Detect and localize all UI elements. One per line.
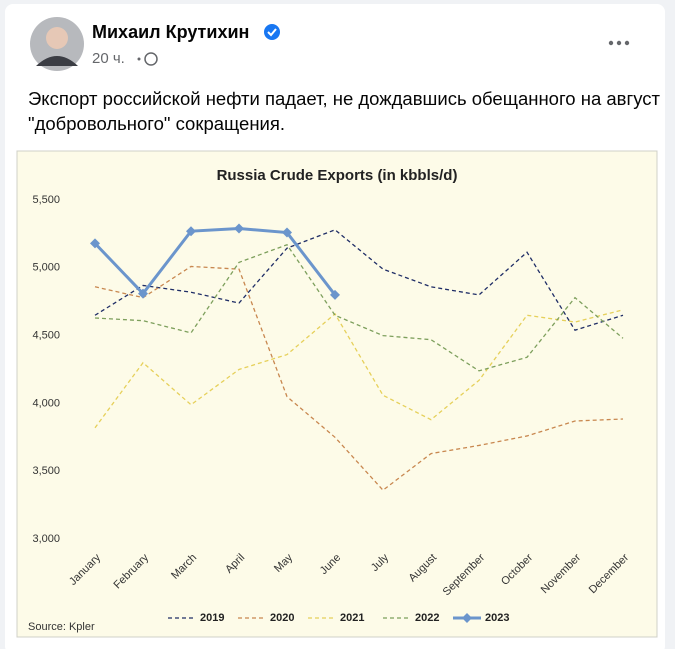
author-name[interactable]: Михаил Крутихин	[92, 22, 249, 42]
chart-title: Russia Crude Exports (in kbbls/d)	[217, 167, 458, 184]
series-line	[94, 265, 624, 492]
more-button[interactable]	[608, 40, 630, 46]
point-marker	[138, 288, 148, 299]
avatar-body	[36, 56, 78, 66]
y-tick-label: 3,000	[32, 533, 60, 545]
series-line	[94, 243, 624, 372]
legend-label: 2020	[270, 612, 294, 624]
point-marker	[282, 227, 292, 238]
legend-label: 2019	[200, 612, 224, 624]
legend-label: 2023	[485, 612, 509, 624]
separator	[137, 57, 141, 61]
globe-icon	[144, 52, 158, 66]
point-marker	[90, 238, 100, 249]
y-tick-label: 5,000	[32, 262, 60, 274]
point-marker	[330, 289, 340, 300]
post-text: Экспорт российской нефти падает, не дожд…	[28, 88, 660, 134]
dot	[616, 40, 622, 46]
dot	[624, 40, 630, 46]
series-line	[94, 309, 624, 429]
point-marker	[186, 226, 196, 237]
y-tick-label: 5,500	[32, 194, 60, 206]
post-time[interactable]: 20 ч.	[92, 50, 125, 67]
series-line	[93, 226, 337, 296]
legend-label: 2021	[340, 612, 364, 624]
y-tick-label: 4,500	[32, 330, 60, 342]
y-tick-label: 4,000	[32, 397, 60, 409]
verified-badge	[264, 24, 280, 40]
series-line	[94, 229, 624, 331]
y-tick-label: 3,500	[32, 465, 60, 477]
badge-check	[267, 28, 277, 37]
legend-marker	[462, 613, 472, 623]
avatar-face	[46, 27, 68, 49]
legend-label: 2022	[415, 612, 439, 624]
point-marker	[234, 223, 244, 234]
dot	[608, 40, 614, 46]
source: Source: Kpler	[28, 621, 95, 633]
